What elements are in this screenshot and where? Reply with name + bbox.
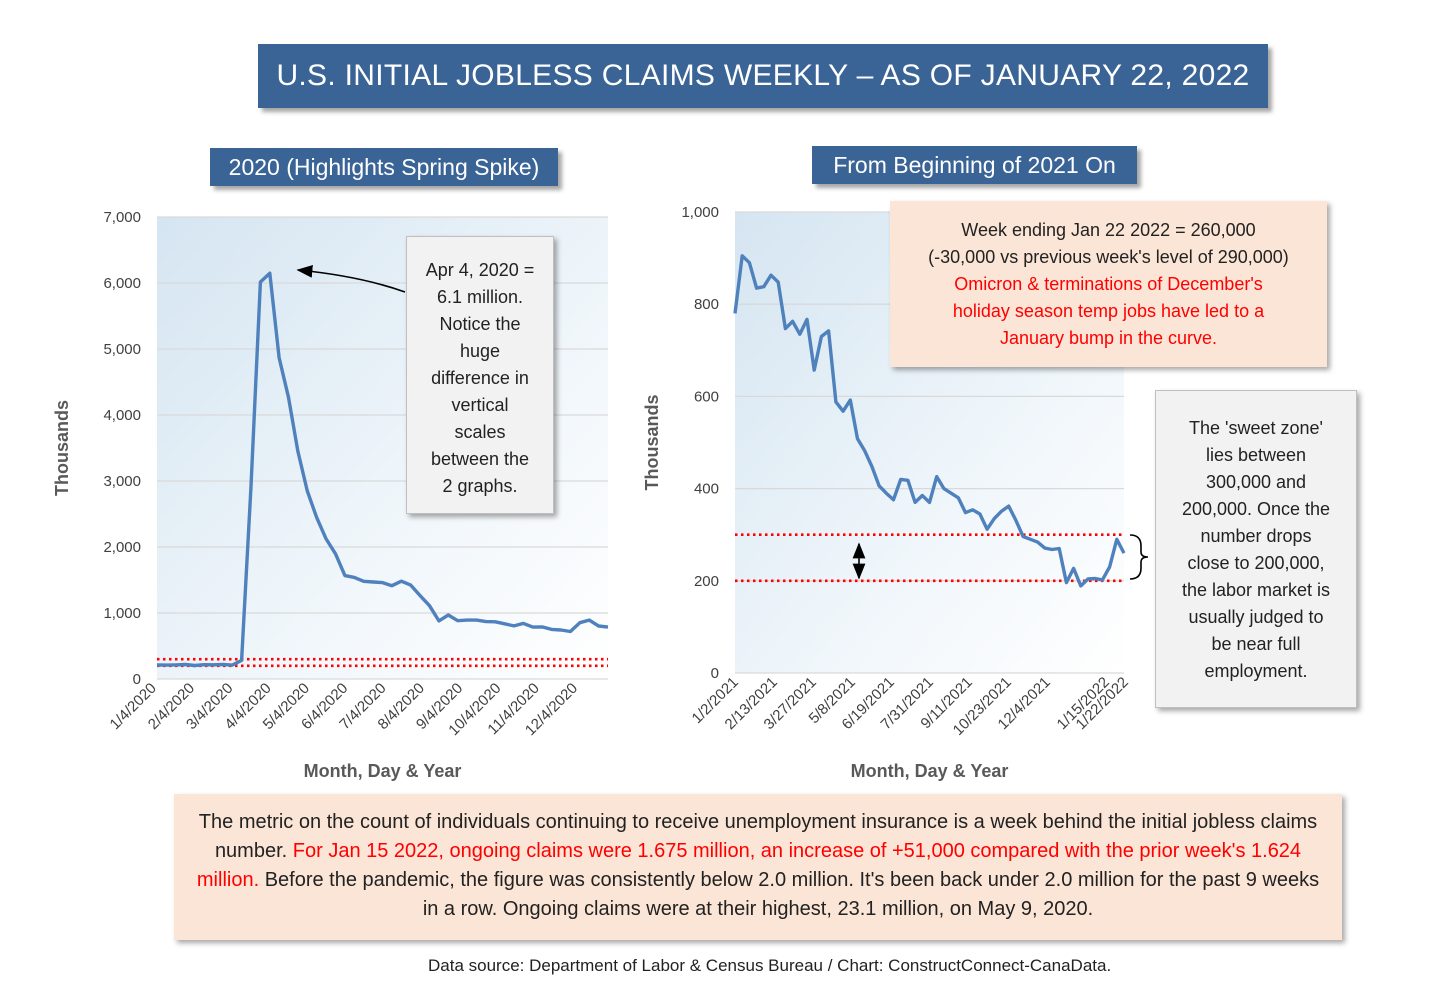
main-title-banner: U.S. INITIAL JOBLESS CLAIMS WEEKLY – AS …	[258, 44, 1268, 108]
apr-callout-line: difference in	[431, 368, 529, 388]
sweet-zone-line: the labor market is	[1181, 580, 1331, 600]
y-tick-label: 1,000	[103, 605, 141, 622]
week-note-red-line: Omicron & terminations of December's	[954, 274, 1263, 294]
left-chart-title: 2020 (Highlights Spring Spike)	[228, 154, 540, 180]
sweet-zone-line: lies between	[1205, 445, 1307, 465]
sweet-zone-line: close to 200,000,	[1187, 553, 1325, 573]
week-note-line: Week ending Jan 22 2022 = 260,000	[961, 220, 1256, 240]
y-tick-label: 600	[694, 388, 719, 405]
left-chart-title-banner: 2020 (Highlights Spring Spike)	[210, 148, 558, 186]
latest-week-note: Week ending Jan 22 2022 = 260,000 (-30,00…	[890, 201, 1327, 367]
y-tick-label: 200	[694, 573, 719, 590]
sweet-zone-line: usually judged to	[1188, 607, 1324, 627]
sweet-zone-line: 300,000 and	[1205, 472, 1307, 492]
x-axis-label: Month, Day & Year	[851, 761, 1009, 781]
y-tick-label: 6,000	[103, 275, 141, 292]
data-source: Data source: Department of Labor & Censu…	[428, 956, 1112, 975]
y-tick-label: 5,000	[103, 341, 141, 358]
apr-callout-line: 6.1 million.	[436, 287, 524, 307]
y-tick-label: 4,000	[103, 407, 141, 424]
y-tick-label: 2,000	[103, 539, 141, 556]
week-note-red-line: January bump in the curve.	[999, 328, 1218, 348]
series-line	[733, 254, 1126, 588]
apr-2020-callout: Apr 4, 2020 = 6.1 million. Notice the huge d…	[406, 236, 554, 514]
series-line	[156, 271, 609, 668]
sweet-zone-callout: The 'sweet zone' lies between 300,000 and 2…	[1155, 390, 1357, 708]
sweet-zone-line: be near full	[1211, 634, 1301, 654]
zone-brace	[1129, 534, 1149, 580]
note-text-3: Before the pandemic, the figure was cons…	[264, 869, 1320, 920]
week-note-red-line: holiday season temp jobs have led to a	[952, 301, 1265, 321]
y-tick-label: 400	[694, 481, 719, 498]
apr-callout-line: between the	[430, 449, 530, 469]
continuing-claims-note: The metric on the count of individuals c…	[174, 794, 1342, 940]
apr-callout-line: Notice the	[439, 314, 521, 334]
sweet-zone-line: number drops	[1200, 526, 1312, 546]
y-tick-label: 7,000	[103, 209, 141, 226]
right-chart-title: From Beginning of 2021 On	[833, 152, 1116, 178]
callout-arrow	[296, 265, 406, 293]
right-chart-title-banner: From Beginning of 2021 On	[812, 146, 1137, 184]
note-text-2: For Jan 15 2022, ongoing claims were 1.6…	[196, 840, 1302, 891]
apr-callout-line: 2 graphs.	[442, 476, 518, 496]
main-title: U.S. INITIAL JOBLESS CLAIMS WEEKLY – AS …	[276, 59, 1250, 92]
y-tick-label: 0	[711, 665, 719, 682]
apr-callout-line: scales	[454, 422, 506, 442]
sweet-zone-line: 200,000. Once the	[1181, 499, 1331, 519]
y-tick-label: 3,000	[103, 473, 141, 490]
apr-callout-line: vertical	[451, 395, 509, 415]
week-note-line: (-30,000 vs previous week's level of 290…	[928, 247, 1289, 267]
apr-callout-line: Apr 4, 2020 =	[425, 260, 535, 280]
x-axis-label: Month, Day & Year	[304, 761, 462, 781]
y-tick-label: 1,000	[681, 204, 719, 221]
y-tick-label: 0	[133, 671, 141, 688]
y-tick-label: 800	[694, 296, 719, 313]
note-text-1: The metric on the count of individuals c…	[198, 811, 1318, 862]
sweet-zone-line: employment.	[1204, 661, 1308, 681]
apr-callout-line: huge	[459, 341, 501, 361]
sweet-zone-line: The 'sweet zone'	[1189, 418, 1323, 438]
y-axis-label: Thousands	[52, 400, 72, 496]
y-axis-label: Thousands	[642, 394, 662, 490]
